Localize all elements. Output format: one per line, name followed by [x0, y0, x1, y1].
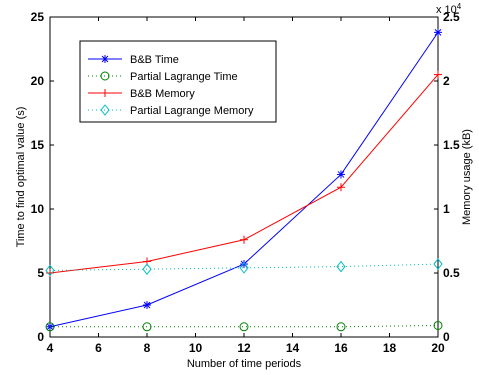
x-axis-label: Number of time periods — [187, 358, 302, 370]
legend-samples — [88, 55, 122, 116]
series-3-point-4 — [433, 258, 443, 270]
legend-marker-0 — [101, 55, 109, 63]
legend: B&B Time Partial Lagrange Time B&B Memor… — [79, 40, 277, 123]
legend-marker-3 — [100, 104, 110, 116]
y-right-tick-label: 2 — [443, 74, 450, 88]
y-right-tick-label: 0 — [443, 330, 450, 344]
series-0-point-3 — [337, 170, 345, 179]
y-axis-right-label: Memory usage (kB) — [461, 129, 473, 225]
series-1-point-0 — [45, 322, 55, 332]
y-right-tick-label: 0.5 — [443, 266, 460, 280]
series-line-1 — [50, 324, 439, 328]
series-0-point-1 — [143, 301, 151, 309]
y-right-tick-label: 2.5 — [443, 10, 460, 24]
legend-label-bb-time: B&B Time — [130, 54, 179, 66]
series-3-point-0 — [45, 264, 55, 277]
series-1-point-2 — [239, 322, 249, 332]
series-line-3 — [49, 263, 439, 271]
x-tick-label: 12 — [237, 341, 251, 355]
x-tick-label: 14 — [286, 341, 300, 355]
legend-marker-2 — [101, 89, 109, 97]
x-tick-label: 16 — [334, 341, 348, 355]
right-axis-multiplier: x 104 — [436, 2, 462, 16]
x-tick-label: 18 — [383, 341, 397, 355]
y-left-tick-label: 10 — [31, 202, 45, 216]
y-left-tick-label: 15 — [31, 138, 45, 152]
x-tick-label: 20 — [431, 341, 445, 355]
legend-label-pl-time: Partial Lagrange Time — [130, 71, 238, 83]
legend-label-bb-memory: B&B Memory — [130, 88, 195, 100]
y-left-tick-label: 5 — [37, 266, 44, 280]
legend-marker-1 — [100, 71, 110, 81]
y-left-tick-label: 0 — [37, 330, 44, 344]
x-tick-label: 4 — [47, 341, 54, 355]
y-right-tick-label: 1 — [443, 202, 450, 216]
series-layer — [45, 28, 443, 332]
legend-label-pl-memory: Partial Lagrange Memory — [130, 105, 254, 117]
series-0-point-4 — [434, 28, 442, 37]
y-left-tick-label: 20 — [31, 74, 45, 88]
legend-box — [79, 40, 277, 123]
series-2-point-3 — [337, 183, 345, 192]
series-3-point-2 — [239, 262, 249, 274]
y-right-tick-label: 1.5 — [443, 138, 460, 152]
series-2-point-4 — [434, 70, 442, 79]
x-tick-label: 8 — [144, 341, 151, 355]
y-left-tick-label: 25 — [31, 10, 45, 24]
series-3-point-1 — [142, 263, 152, 275]
x-tick-label: 10 — [189, 341, 203, 355]
series-1-point-1 — [142, 322, 152, 332]
series-2-point-2 — [240, 235, 248, 244]
x-tick-label: 6 — [95, 341, 102, 355]
series-1-point-3 — [336, 322, 346, 332]
series-3-point-3 — [336, 260, 346, 273]
series-1-point-4 — [433, 320, 443, 330]
y-axis-left-label: Time to find optimal value (s) — [15, 107, 27, 248]
